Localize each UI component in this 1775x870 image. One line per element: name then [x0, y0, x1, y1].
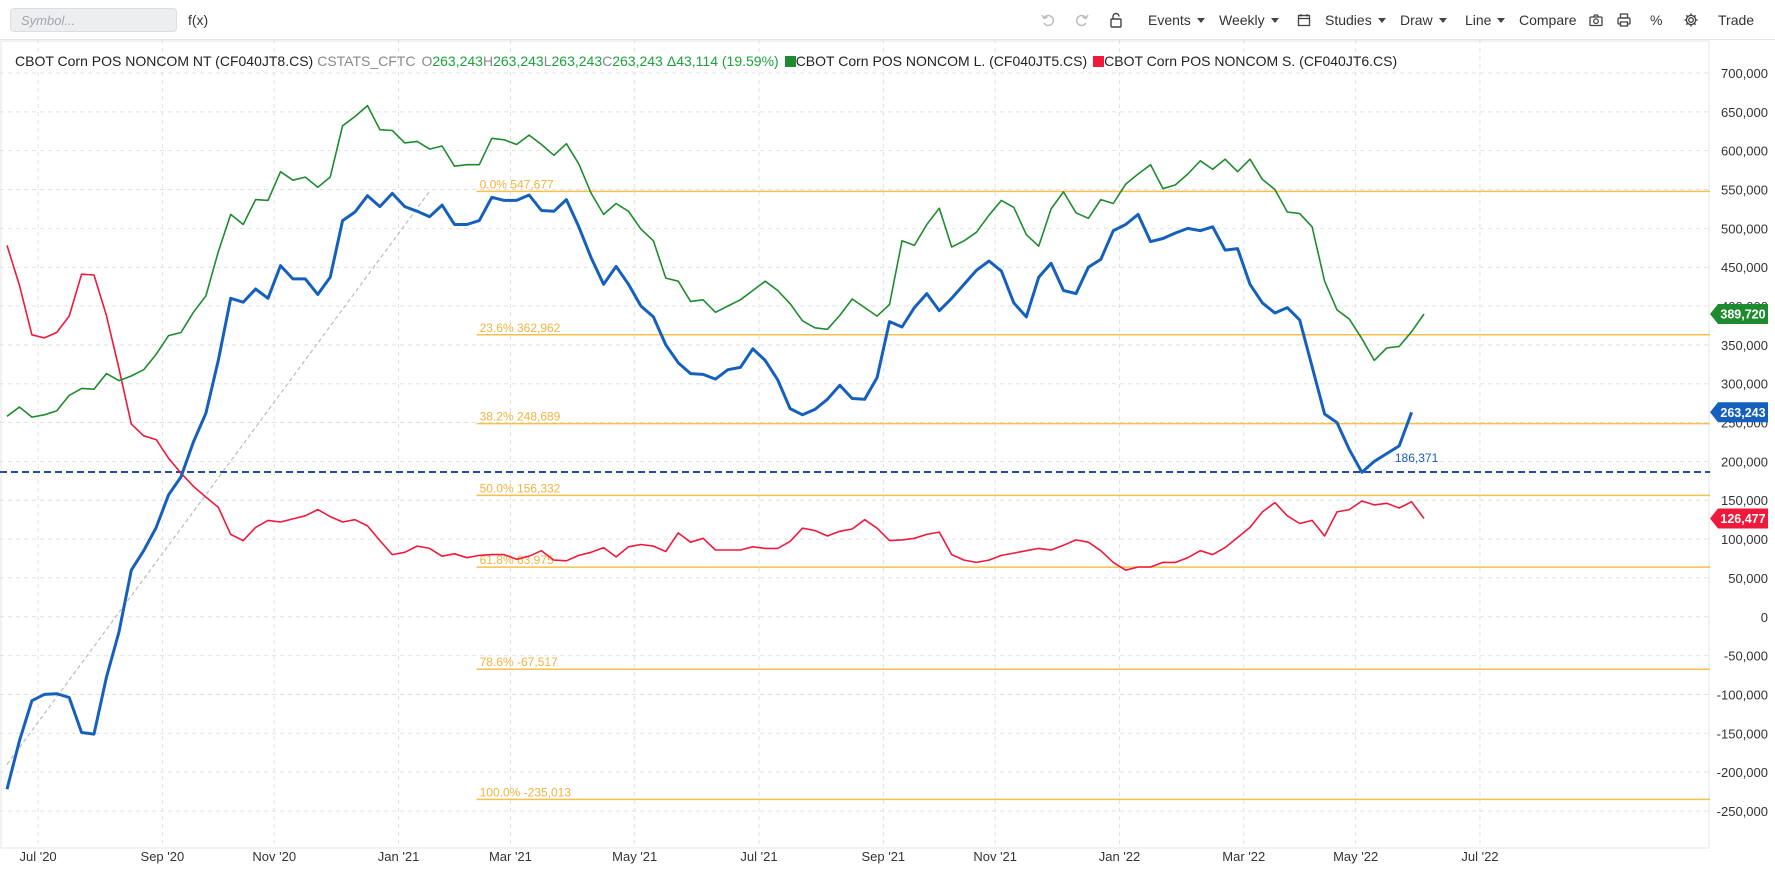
- undo-icon[interactable]: [1040, 10, 1056, 30]
- y-tick-label: 50,000: [1728, 571, 1768, 586]
- legend-source: CSTATS_CFTC: [317, 53, 416, 69]
- x-tick-label: Nov '20: [252, 849, 296, 864]
- legend-long-series-name[interactable]: CBOT Corn POS NONCOM L. (CF040JT5.CS): [795, 53, 1088, 69]
- x-tick-label: May '22: [1333, 849, 1378, 864]
- interval-label: Weekly: [1219, 12, 1265, 28]
- y-tick-label: 550,000: [1721, 183, 1768, 198]
- series-line-net: [5, 191, 1414, 790]
- legend-main-series-name[interactable]: CBOT Corn POS NONCOM NT (CF040JT8.CS): [15, 53, 314, 69]
- legend-short-swatch: [1093, 55, 1105, 67]
- y-tick-label: 600,000: [1721, 144, 1768, 159]
- y-tick-label: -50,000: [1724, 649, 1768, 664]
- top-toolbar: f(x) Events Weekly Studies Draw Line Com…: [0, 0, 1775, 40]
- y-tick-label: 650,000: [1721, 105, 1768, 120]
- fx-button[interactable]: f(x): [188, 12, 209, 28]
- y-tick-label: -100,000: [1717, 687, 1768, 702]
- gear-icon[interactable]: [1683, 10, 1699, 30]
- x-tick-label: Jan '22: [1099, 849, 1141, 864]
- draw-label: Draw: [1400, 12, 1433, 28]
- unlock-icon[interactable]: [1108, 10, 1124, 30]
- x-tick-label: Mar '21: [489, 849, 532, 864]
- chart-legend: CBOT Corn POS NONCOM NT (CF040JT8.CS) CS…: [15, 52, 1397, 70]
- draw-menu[interactable]: Draw: [1400, 10, 1447, 30]
- x-tick-label: May '21: [612, 849, 657, 864]
- horizontal-level-label: 186,371: [1395, 451, 1439, 465]
- last-value-label-short: 126,477: [1720, 512, 1765, 526]
- percent-button[interactable]: %: [1650, 12, 1663, 28]
- plot-border: [0, 40, 1710, 849]
- series-line-short: [6, 245, 1425, 572]
- events-menu[interactable]: Events: [1148, 10, 1205, 30]
- legend-high-value: 263,243: [493, 53, 544, 69]
- redo-icon[interactable]: [1074, 10, 1090, 30]
- line-label: Line: [1465, 12, 1492, 28]
- fib-level-label: 38.2% 248,689: [480, 410, 561, 424]
- chevron-down-icon: [1377, 17, 1386, 23]
- chart-area[interactable]: 700,000 650,000 600,000 550,000 500,000 450,0…: [0, 40, 1775, 870]
- legend-short-series-name[interactable]: CBOT Corn POS NONCOM S. (CF040JT6.CS): [1104, 53, 1398, 69]
- chevron-down-icon: [1196, 17, 1205, 23]
- legend-low-label: L: [543, 53, 552, 69]
- line-type-menu[interactable]: Line: [1465, 10, 1506, 30]
- y-tick-label: -200,000: [1717, 765, 1768, 780]
- legend-change: Δ43,114 (19.59%): [666, 53, 779, 69]
- legend-long-swatch: [784, 55, 796, 67]
- events-label: Events: [1148, 12, 1191, 28]
- legend-close-value: 263,243: [612, 53, 663, 69]
- x-tick-label: Jul '22: [1461, 849, 1498, 864]
- y-tick-label: 350,000: [1721, 338, 1768, 353]
- price-chart[interactable]: 700,000 650,000 600,000 550,000 500,000 450,0…: [0, 40, 1775, 870]
- chevron-down-icon: [1438, 17, 1447, 23]
- legend-open-label: O: [421, 53, 433, 69]
- x-tick-label: Mar '22: [1222, 849, 1265, 864]
- studies-menu[interactable]: Studies: [1325, 10, 1386, 30]
- interval-menu[interactable]: Weekly: [1219, 10, 1279, 30]
- x-tick-label: Nov '21: [973, 849, 1017, 864]
- x-tick-label: Jul '20: [19, 849, 56, 864]
- symbol-search-input[interactable]: [10, 8, 177, 32]
- legend-close-label: C: [602, 53, 613, 69]
- y-tick-label: 0: [1761, 610, 1768, 625]
- chevron-down-icon: [1497, 17, 1506, 23]
- y-tick-label: 450,000: [1721, 260, 1768, 275]
- x-tick-label: Jan '21: [378, 849, 420, 864]
- trade-button[interactable]: Trade: [1718, 12, 1755, 28]
- x-tick-label: Sep '21: [861, 849, 905, 864]
- print-icon[interactable]: [1616, 10, 1632, 30]
- fib-level-label: 100.0% -235,013: [480, 785, 572, 799]
- calendar-icon[interactable]: [1296, 10, 1312, 30]
- last-value-tag-net: [1710, 402, 1768, 423]
- legend-high-label: H: [482, 53, 494, 69]
- y-tick-label: 150,000: [1721, 493, 1768, 508]
- fib-level-label: 78.6% -67,517: [480, 655, 558, 669]
- last-value-label-long: 389,720: [1720, 308, 1765, 322]
- y-tick-label: 700,000: [1721, 66, 1768, 81]
- y-tick-label: 200,000: [1721, 454, 1768, 469]
- chevron-down-icon: [1270, 17, 1279, 23]
- y-tick-label: -150,000: [1717, 726, 1768, 741]
- last-value-tag-long: [1710, 304, 1768, 325]
- last-value-label-net: 263,243: [1720, 406, 1765, 420]
- x-tick-label: Jul '21: [740, 849, 777, 864]
- legend-open-value: 263,243: [432, 53, 483, 69]
- fib-level-label: 50.0% 156,332: [480, 481, 561, 495]
- y-tick-label: 300,000: [1721, 377, 1768, 392]
- y-tick-label: 100,000: [1721, 532, 1768, 547]
- camera-icon[interactable]: [1588, 10, 1604, 30]
- fib-level-label: 23.6% 362,962: [480, 321, 561, 335]
- x-tick-label: Sep '20: [141, 849, 185, 864]
- y-tick-label: 500,000: [1721, 221, 1768, 236]
- fib-level-label: 0.0% 547,677: [480, 177, 554, 191]
- y-tick-label: -250,000: [1717, 804, 1768, 819]
- last-value-tag-short: [1710, 508, 1768, 529]
- compare-button[interactable]: Compare: [1519, 12, 1577, 28]
- legend-low-value: 263,243: [551, 53, 603, 69]
- trend-line: [6, 190, 431, 765]
- studies-label: Studies: [1325, 12, 1372, 28]
- series-line-long: [6, 104, 1425, 418]
